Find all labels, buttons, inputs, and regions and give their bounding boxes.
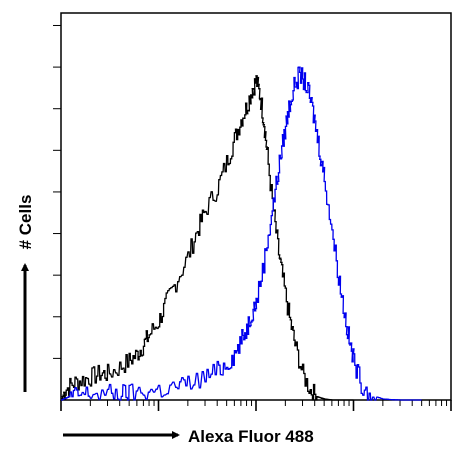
control-histogram-line bbox=[60, 75, 354, 401]
y-axis-label: # Cells bbox=[16, 195, 35, 250]
series-layer bbox=[60, 66, 422, 401]
x-axis-label: Alexa Fluor 488 bbox=[188, 427, 314, 446]
y-axis-ticks bbox=[53, 24, 61, 359]
x-axis-ticks bbox=[60, 400, 452, 411]
plot-frame bbox=[60, 12, 452, 401]
sample-histogram-line bbox=[61, 66, 422, 401]
